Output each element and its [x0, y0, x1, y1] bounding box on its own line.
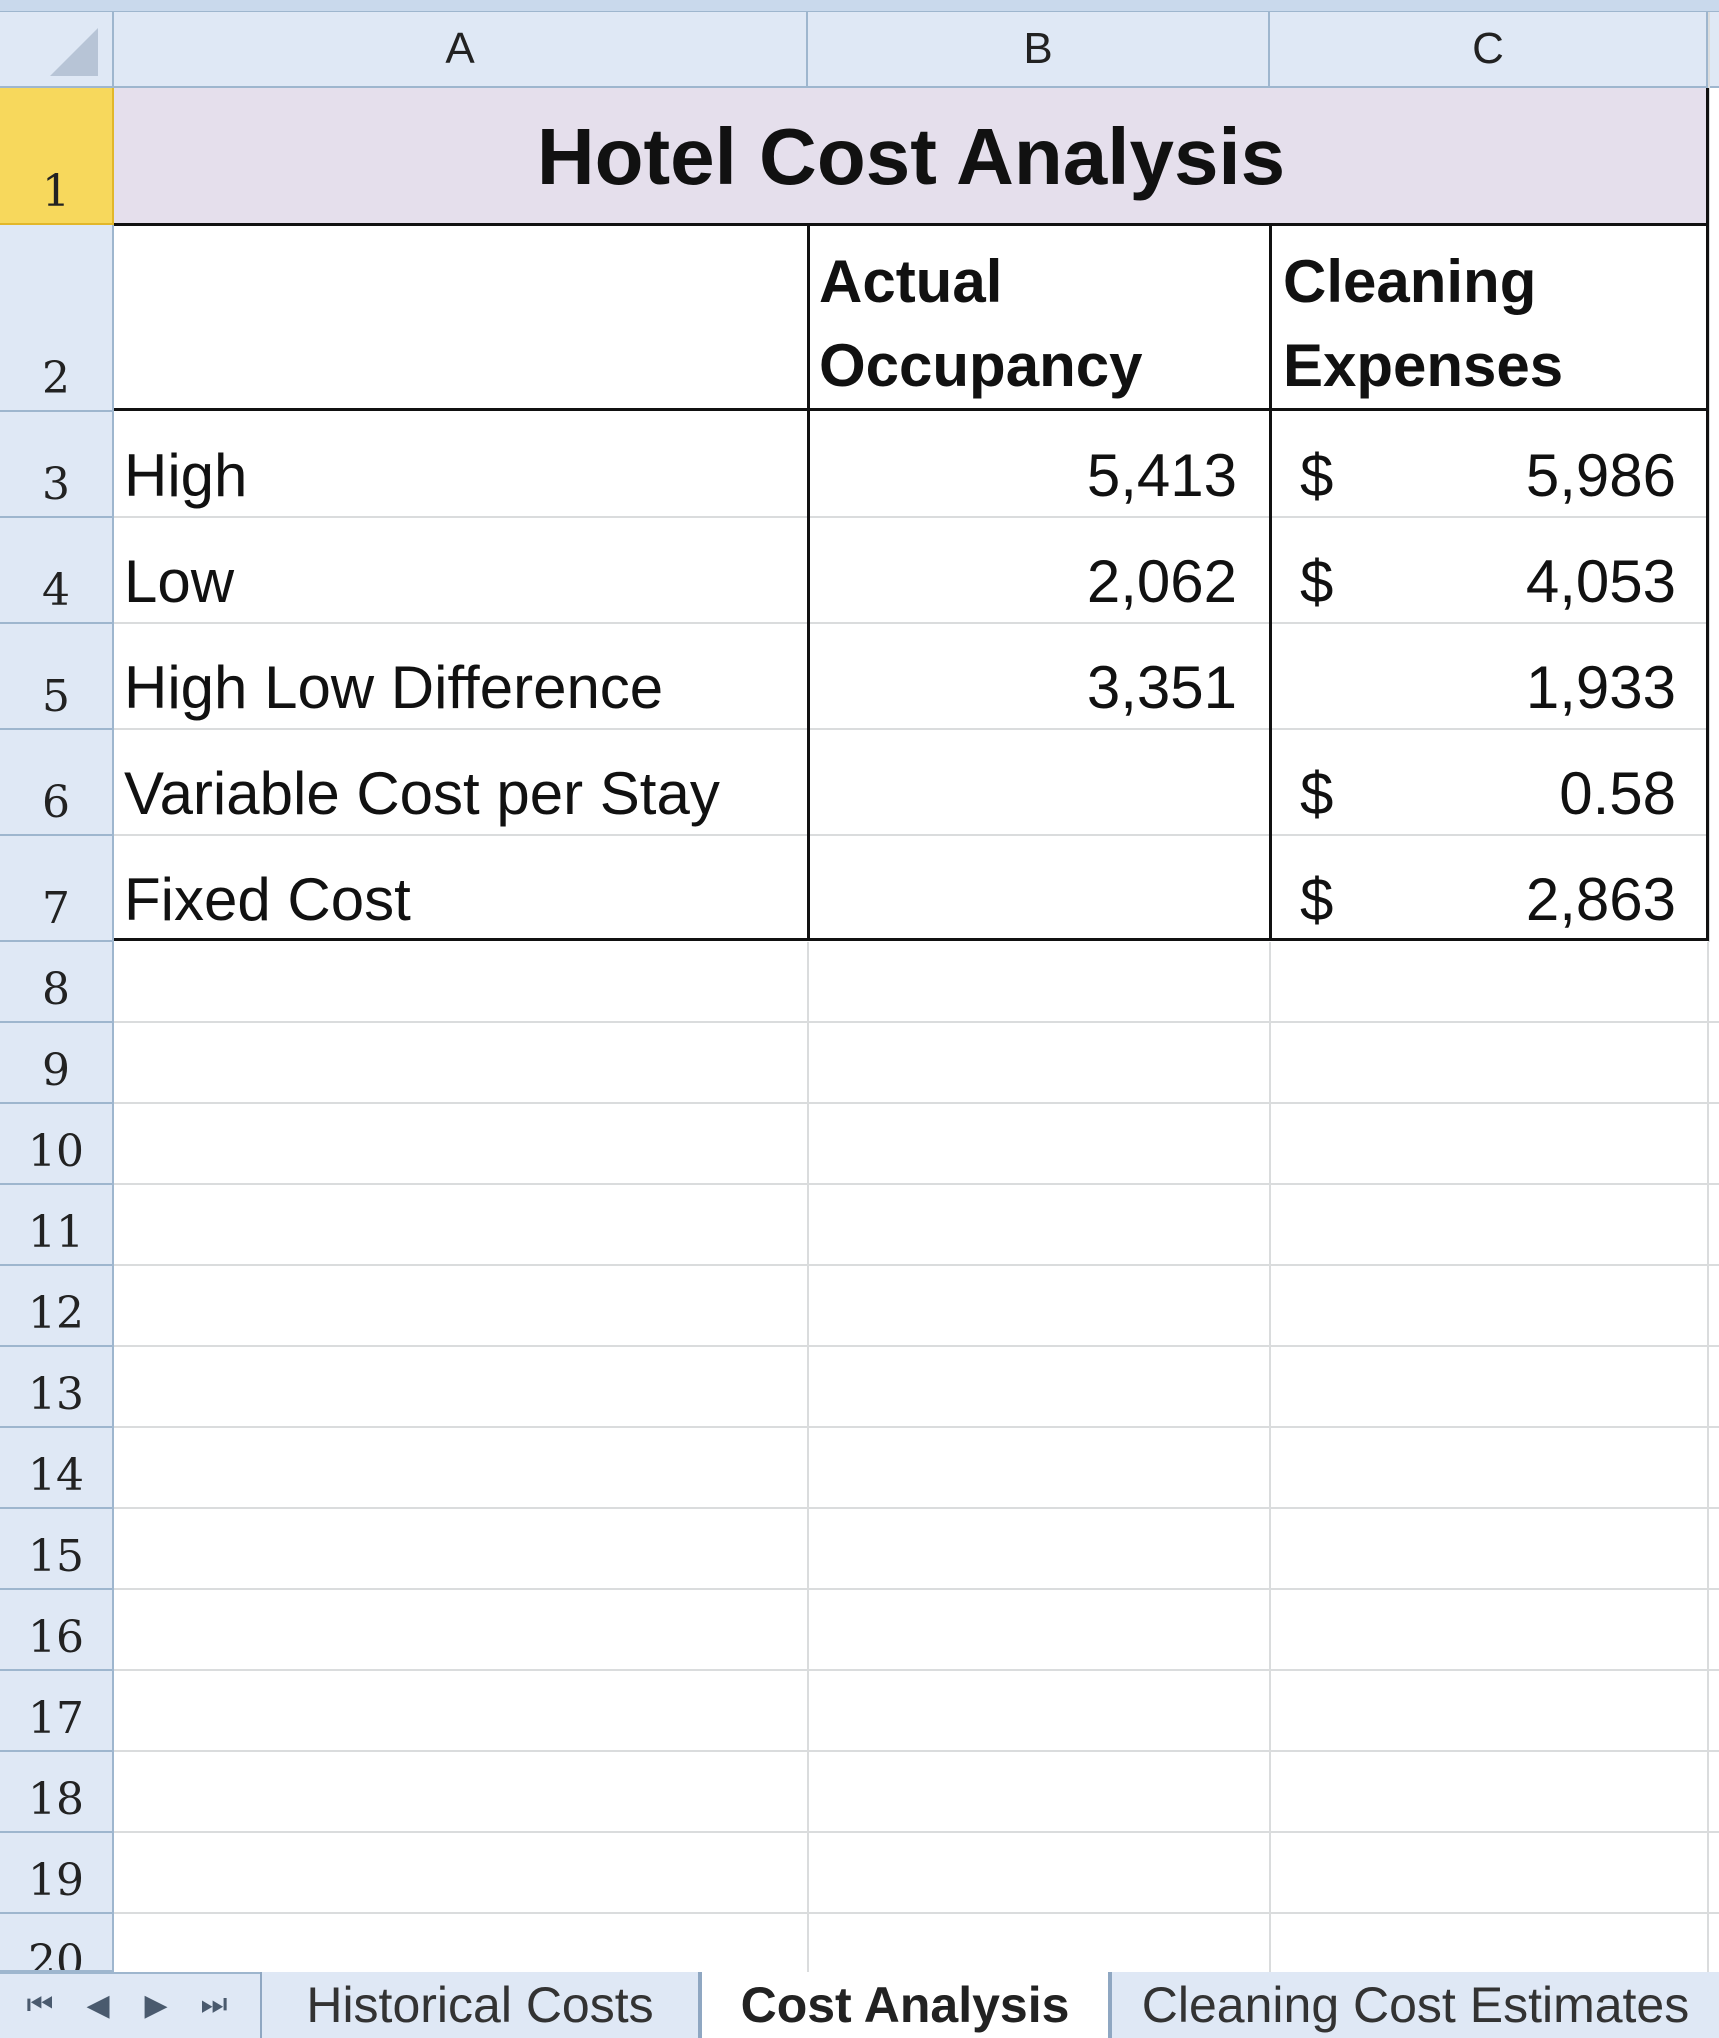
border-v-c [1269, 223, 1272, 941]
tab-historical-costs[interactable]: Historical Costs [260, 1972, 700, 2038]
gridline-h [114, 1345, 1719, 1347]
column-header-d-partial[interactable] [1708, 12, 1719, 88]
row-header-17[interactable]: 17 [0, 1671, 114, 1752]
row-header-3[interactable]: 3 [0, 412, 114, 518]
row-header-18[interactable]: 18 [0, 1752, 114, 1833]
header-line: Actual [819, 248, 1003, 315]
header-cleaning-expenses[interactable]: Cleaning Expenses [1283, 240, 1563, 408]
cell-c4-currency: $ [1300, 547, 1334, 615]
gridline-h [114, 1912, 1719, 1914]
gridline-h [114, 1183, 1719, 1185]
row-header-15[interactable]: 15 [0, 1509, 114, 1590]
gridline-h [114, 1750, 1719, 1752]
header-line: Occupancy [819, 332, 1143, 399]
row-header-1[interactable]: 1 [0, 88, 114, 225]
select-all-button[interactable] [0, 12, 114, 88]
border-v-b [807, 223, 810, 941]
gridline-h [114, 1507, 1719, 1509]
first-sheet-icon[interactable]: ⏮ [26, 1988, 54, 2021]
row-header-6[interactable]: 6 [0, 730, 114, 836]
row-header-16[interactable]: 16 [0, 1590, 114, 1671]
gridline-h [114, 1669, 1719, 1671]
sheet-title[interactable]: Hotel Cost Analysis [536, 111, 1286, 201]
row-header-8[interactable]: 8 [0, 942, 114, 1023]
gridline-h [114, 1588, 1719, 1590]
row-header-4[interactable]: 4 [0, 518, 114, 624]
cell-c3-currency: $ [1300, 441, 1334, 509]
gridline-h [114, 1831, 1719, 1833]
row-header-14[interactable]: 14 [0, 1428, 114, 1509]
gridline-v-right [1708, 12, 1710, 942]
cell-c5[interactable]: 1,933 [1525, 653, 1676, 721]
cell-a6[interactable]: Variable Cost per Stay [124, 759, 720, 827]
tab-cleaning-cost-estimates[interactable]: Cleaning Cost Estimates [1110, 1972, 1719, 2038]
cell-c7[interactable]: 2,863 [1525, 865, 1676, 933]
gridline-h [114, 1021, 1719, 1023]
tab-cost-analysis[interactable]: Cost Analysis [700, 1972, 1110, 2038]
border-bottom-table [114, 938, 1708, 941]
gridline-h [114, 622, 1708, 624]
row-header-13[interactable]: 13 [0, 1347, 114, 1428]
gridline-v-d [1707, 942, 1709, 1972]
gridline-h [114, 1264, 1719, 1266]
cell-a5[interactable]: High Low Difference [124, 653, 664, 721]
window-top-strip [0, 0, 1719, 12]
border-top-header [114, 223, 1708, 226]
cell-c6[interactable]: 0.58 [1559, 759, 1676, 827]
cell-a7[interactable]: Fixed Cost [124, 865, 411, 933]
border-below-header [114, 408, 1708, 411]
cell-c7-currency: $ [1300, 865, 1334, 933]
row-header-9[interactable]: 9 [0, 1023, 114, 1104]
column-header-c[interactable]: C [1270, 12, 1708, 88]
row-header-12[interactable]: 12 [0, 1266, 114, 1347]
gridline-h [114, 516, 1708, 518]
gridline-h [114, 728, 1708, 730]
header-line: Cleaning [1283, 248, 1537, 315]
last-sheet-icon[interactable]: ⏭ [200, 1988, 228, 2021]
row-header-20[interactable]: 20 [0, 1914, 114, 1972]
cell-a4[interactable]: Low [124, 547, 235, 615]
cell-c6-currency: $ [1300, 759, 1334, 827]
cell-b4[interactable]: 2,062 [1086, 547, 1237, 615]
gridline-h [114, 834, 1708, 836]
row-header-11[interactable]: 11 [0, 1185, 114, 1266]
next-sheet-icon[interactable]: ▶ [144, 1988, 168, 2022]
gridline-h [114, 1426, 1719, 1428]
column-header-b[interactable]: B [808, 12, 1270, 88]
row-header-10[interactable]: 10 [0, 1104, 114, 1185]
title-cell-fill [114, 88, 1708, 225]
cell-c3[interactable]: 5,986 [1525, 441, 1676, 509]
row-header-19[interactable]: 19 [0, 1833, 114, 1914]
header-line: Expenses [1283, 332, 1564, 399]
gridline-v-b [807, 942, 809, 1972]
header-actual-occupancy[interactable]: Actual Occupancy [819, 240, 1142, 408]
select-all-icon [50, 28, 98, 76]
cell-a3[interactable]: High [124, 441, 248, 509]
gridline-v-c [1269, 942, 1271, 1972]
cell-b5[interactable]: 3,351 [1086, 653, 1237, 721]
gridline-h [114, 1102, 1719, 1104]
border-right [1706, 88, 1709, 941]
row-header-2[interactable]: 2 [0, 225, 114, 412]
row-header-7[interactable]: 7 [0, 836, 114, 942]
cell-b3[interactable]: 5,413 [1086, 441, 1237, 509]
row-header-5[interactable]: 5 [0, 624, 114, 730]
previous-sheet-icon[interactable]: ◀ [86, 1988, 110, 2022]
column-header-a[interactable]: A [114, 12, 808, 88]
cell-c4[interactable]: 4,053 [1525, 547, 1676, 615]
